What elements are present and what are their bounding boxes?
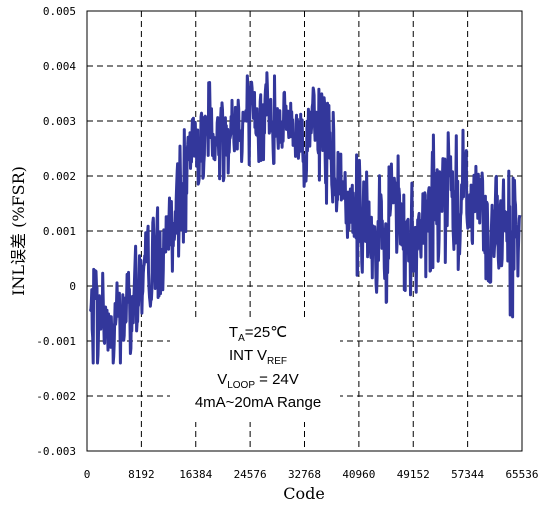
inl-series <box>88 71 522 365</box>
x-tick-label: 40960 <box>342 468 375 481</box>
x-tick-label: 32768 <box>288 468 321 481</box>
x-tick-label: 16384 <box>179 468 212 481</box>
y-tick-label: -0.002 <box>36 390 76 403</box>
y-axis-label: INL误差 (%FSR) <box>9 166 28 296</box>
x-tick-label: 24576 <box>234 468 267 481</box>
y-tick-label: -0.001 <box>36 335 76 348</box>
y-tick-label: 0.002 <box>43 170 76 183</box>
annotation-temperature: TA=25℃ <box>229 324 287 344</box>
inl-line <box>88 71 522 365</box>
x-tick-label: 65536 <box>505 468 538 481</box>
x-tick-labels: 0 8192 16384 24576 32768 40960 49152 57344 65536 <box>84 468 538 481</box>
x-tick-label: 49152 <box>397 468 430 481</box>
annotation-range: 4mA~20mA Range <box>195 394 321 411</box>
y-tick-label: -0.003 <box>36 445 76 458</box>
x-tick-label: 57344 <box>451 468 484 481</box>
annotation-box: TA=25℃ INT VREF VLOOP = 24V 4mA~20mA Ran… <box>170 318 340 422</box>
y-tick-labels: 0.005 0.004 0.003 0.002 0.001 0 -0.001 -0.002 -0… <box>36 5 76 458</box>
y-tick-label: 0.005 <box>43 5 76 18</box>
y-tick-label: 0.004 <box>43 60 76 73</box>
annotation-vref: INT VREF <box>229 347 287 367</box>
x-tick-label: 8192 <box>128 468 155 481</box>
annotation-background <box>170 318 340 422</box>
plot-frame <box>86 10 523 452</box>
y-tick-label: 0.001 <box>43 225 76 238</box>
y-tick-label: 0.003 <box>43 115 76 128</box>
x-tick-label: 0 <box>84 468 91 481</box>
y-tick-label: 0 <box>69 280 76 293</box>
annotation-vloop: VLOOP = 24V <box>217 371 299 391</box>
x-axis-label: Code <box>283 484 325 503</box>
